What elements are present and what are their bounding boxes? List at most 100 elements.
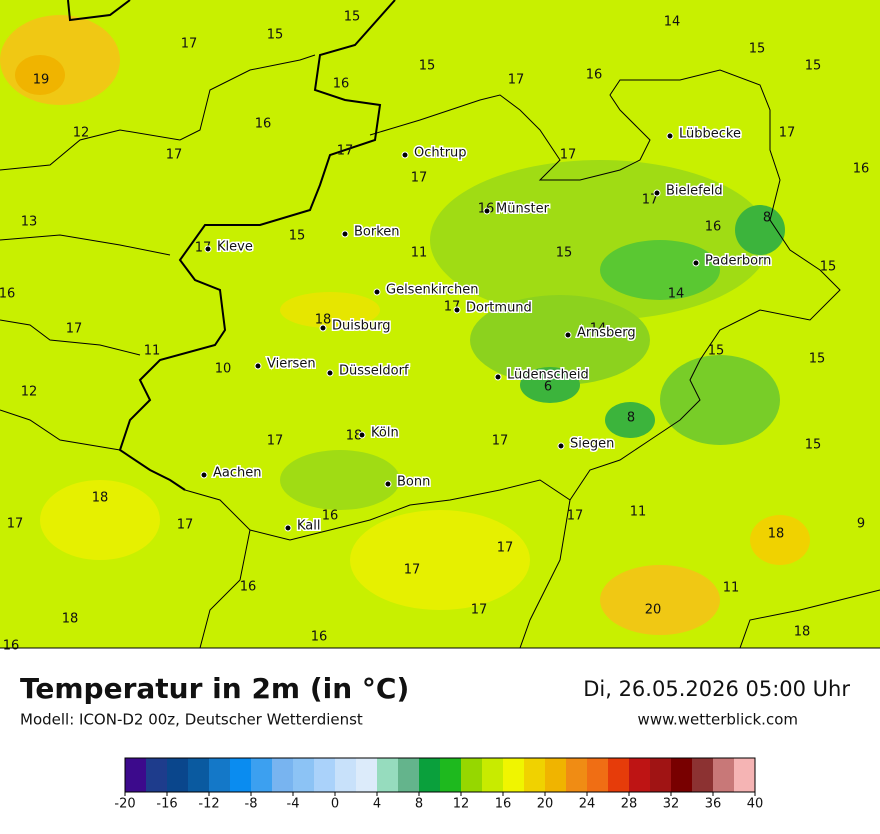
temperature-label: 17 [642, 193, 659, 208]
city-name: Lüdenscheid [507, 368, 589, 383]
temperature-label: 18 [315, 313, 332, 328]
city-name: Aachen [213, 466, 261, 481]
borders [0, 0, 880, 649]
colorbar-segment [272, 758, 294, 792]
colorbar-segment [545, 758, 567, 792]
colorbar-segment [167, 758, 189, 792]
temperature-label: 17 [177, 518, 194, 533]
temperature-label: 17 [181, 37, 198, 52]
colorbar-segment [335, 758, 357, 792]
temperature-label: 9 [857, 517, 865, 532]
temperature-label: 15 [805, 438, 822, 453]
colorbar-segment [734, 758, 756, 792]
temperature-label: 19 [33, 73, 50, 88]
colorbar-segment [398, 758, 420, 792]
colorbar-segment [713, 758, 735, 792]
colorbar: -20 -16 -12 -8 -4 0 4 8 12 16 20 24 28 32 36 40 [114, 757, 763, 812]
temperature-label: 12 [21, 385, 38, 400]
city-marker [200, 471, 208, 479]
colorbar-tick-label: -8 [245, 797, 258, 812]
city-name: Duisburg [332, 319, 391, 334]
city-marker [666, 132, 674, 140]
temperature-label: 18 [346, 429, 363, 444]
temperature-label: 16 [311, 630, 328, 645]
colorbar-segment [251, 758, 273, 792]
city-name: Borken [354, 225, 400, 240]
city-marker [483, 207, 491, 215]
temperature-label: 10 [215, 362, 232, 377]
temperature-label: 16 [586, 68, 603, 83]
city-name: Arnsberg [577, 326, 636, 341]
temperature-label: 18 [794, 625, 811, 640]
city-name: Düsseldorf [339, 364, 409, 379]
colorbar-tick-label: 12 [453, 797, 470, 812]
colorbar-segment [524, 758, 546, 792]
colorbar-tick-label: 16 [495, 797, 512, 812]
temperature-label: 17 [471, 603, 488, 618]
temperature-label: 15 [749, 42, 766, 57]
colorbar-tick-label: -16 [156, 797, 177, 812]
colorbar-segment [356, 758, 378, 792]
temperature-label: 17 [560, 148, 577, 163]
colorbar-segment [587, 758, 609, 792]
colorbar-tick-label: 20 [537, 797, 554, 812]
temperature-label: 8 [763, 211, 771, 226]
temperature-label: 16 [322, 509, 339, 524]
city-marker [254, 362, 262, 370]
city-name: Paderborn [705, 254, 771, 269]
colorbar-frame [124, 757, 756, 793]
colorbar-segment [482, 758, 504, 792]
temperature-label: 17 [267, 434, 284, 449]
temperature-label: 15 [267, 28, 284, 43]
city-name: Dortmund [466, 301, 532, 316]
temperature-label: 14 [590, 322, 607, 337]
city-name: Lübbecke [679, 127, 741, 142]
temperature-label: 15 [809, 352, 826, 367]
temperature-label: 15 [805, 59, 822, 74]
model-info: Modell: ICON-D2 00z, Deutscher Wetterdie… [20, 711, 363, 729]
temperature-label: 17 [337, 144, 354, 159]
temperature-label: 17 [66, 322, 83, 337]
colorbar-segment [293, 758, 315, 792]
temperature-label: 15 [556, 246, 573, 261]
temperature-label: 17 [779, 126, 796, 141]
colorbar-tick-label: 4 [373, 797, 381, 812]
city-marker [384, 480, 392, 488]
temperature-label: 18 [768, 527, 785, 542]
website: www.wetterblick.com [638, 711, 798, 729]
city-name: Münster [496, 202, 550, 217]
colorbar-segment [314, 758, 336, 792]
temperature-label: 11 [630, 505, 647, 520]
temperature-label: 16 [333, 77, 350, 92]
colorbar-tick-label: -20 [114, 797, 135, 812]
temperature-label: 6 [544, 380, 552, 395]
city-name: Köln [371, 426, 399, 441]
temperature-label: 15 [708, 344, 725, 359]
colorbar-segment [671, 758, 693, 792]
temperature-label: 17 [497, 541, 514, 556]
temperature-label: 14 [664, 15, 681, 30]
temperature-label: 17 [7, 517, 24, 532]
colorbar-tick-label: -12 [198, 797, 219, 812]
temperature-label: 13 [21, 215, 38, 230]
city-marker [453, 306, 461, 314]
temperature-label: 17 [166, 148, 183, 163]
temperature-label: 11 [144, 344, 161, 359]
title: Temperatur in 2m (in °C) [20, 672, 409, 705]
city-marker [326, 369, 334, 377]
city-name: Bielefeld [666, 184, 723, 199]
colorbar-segment [188, 758, 210, 792]
city-marker [494, 373, 502, 381]
colorbar-segment [461, 758, 483, 792]
terrain [0, 0, 880, 648]
temperature-label: 17 [492, 434, 509, 449]
city-marker [341, 230, 349, 238]
colorbar-segment [608, 758, 630, 792]
temperature-label: 17 [508, 73, 525, 88]
colorbar-tick-label: 28 [621, 797, 638, 812]
colorbar-segment [629, 758, 651, 792]
colorbar-tick-label: -4 [287, 797, 300, 812]
city-marker [653, 189, 661, 197]
